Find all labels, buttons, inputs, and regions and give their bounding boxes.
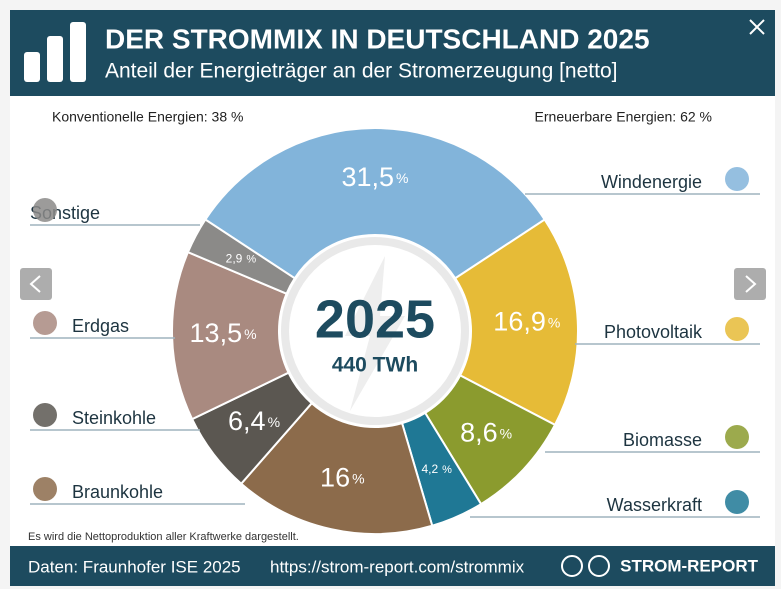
donut: 31,5 %16,9 %8,6 %4,2 %16 %6,4 %13,5 %2,9 %202544…	[171, 126, 579, 535]
category-label: Windenergie	[601, 172, 702, 192]
category-icon	[33, 477, 57, 501]
slice-unit: %	[352, 470, 364, 486]
category-label: Wasserkraft	[607, 495, 702, 515]
slice-label: 31,5%	[341, 162, 408, 192]
slice-label: 16,9%	[493, 306, 560, 336]
center-title: 2025	[315, 289, 435, 349]
category-label: Photovoltaik	[604, 322, 703, 342]
category-label: Erdgas	[72, 316, 129, 336]
slice-value: 6,4	[228, 406, 266, 436]
category-label: Braunkohle	[72, 482, 163, 502]
donut-slice	[171, 250, 290, 421]
slice-unit: %	[246, 253, 256, 265]
category-icon	[725, 317, 749, 341]
category-label: Steinkohle	[72, 408, 156, 428]
brand: STROM-REPORT	[620, 556, 759, 575]
group-label: Erneuerbare Energien: 62 %	[535, 109, 712, 125]
slice-label: 8,6%	[460, 418, 512, 448]
slice-unit: %	[244, 326, 256, 342]
category-icon	[725, 425, 749, 449]
slice-unit: %	[442, 464, 452, 476]
bolt-icon	[345, 256, 405, 411]
prev-button[interactable]	[20, 268, 52, 300]
slice-label: 2,9%	[226, 252, 257, 266]
donut-slice	[453, 218, 579, 427]
slice-unit: %	[268, 414, 280, 430]
center-subtitle: 440 TWh	[332, 354, 418, 377]
next-button[interactable]	[734, 268, 766, 300]
slice-value: 16	[320, 463, 350, 493]
slice-label: 16%	[320, 463, 365, 493]
title: DER STROMMIX IN DEUTSCHLAND 2025	[105, 23, 650, 54]
url: https://strom-report.com/strommix	[270, 557, 525, 576]
donut-slice	[186, 218, 297, 296]
slice-value: 4,2	[421, 462, 438, 476]
category-icon	[33, 198, 57, 222]
logo-icon	[24, 22, 86, 82]
donut-slice	[239, 401, 434, 535]
category-icon	[33, 403, 57, 427]
slice-label: 6,4%	[228, 406, 280, 436]
close-button[interactable]	[742, 12, 772, 42]
category-icon	[725, 167, 749, 191]
slice-unit: %	[548, 314, 560, 330]
category-label: Biomasse	[623, 430, 702, 450]
slice-unit: %	[500, 425, 512, 441]
category-icon	[33, 311, 57, 335]
category-icon	[725, 490, 749, 514]
slice-value: 16,9	[493, 306, 546, 336]
license-icons	[561, 555, 610, 577]
source: Daten: Fraunhofer ISE 2025	[28, 557, 241, 576]
slice-unit: %	[396, 170, 408, 186]
group-label: Konventionelle Energien: 38 %	[52, 109, 243, 125]
slice-value: 8,6	[460, 418, 498, 448]
footer-bar	[10, 546, 775, 586]
slice-label: 13,5%	[190, 318, 257, 348]
header-bar	[10, 10, 775, 96]
slice-label: 4,2%	[421, 462, 452, 476]
slice-value: 13,5	[190, 318, 243, 348]
slice-value: 31,5	[341, 162, 394, 192]
note: Es wird die Nettoproduktion aller Kraftw…	[28, 531, 299, 543]
donut-slice	[203, 126, 547, 280]
subtitle: Anteil der Energieträger an der Stromerz…	[105, 60, 617, 83]
slice-value: 2,9	[226, 252, 243, 266]
